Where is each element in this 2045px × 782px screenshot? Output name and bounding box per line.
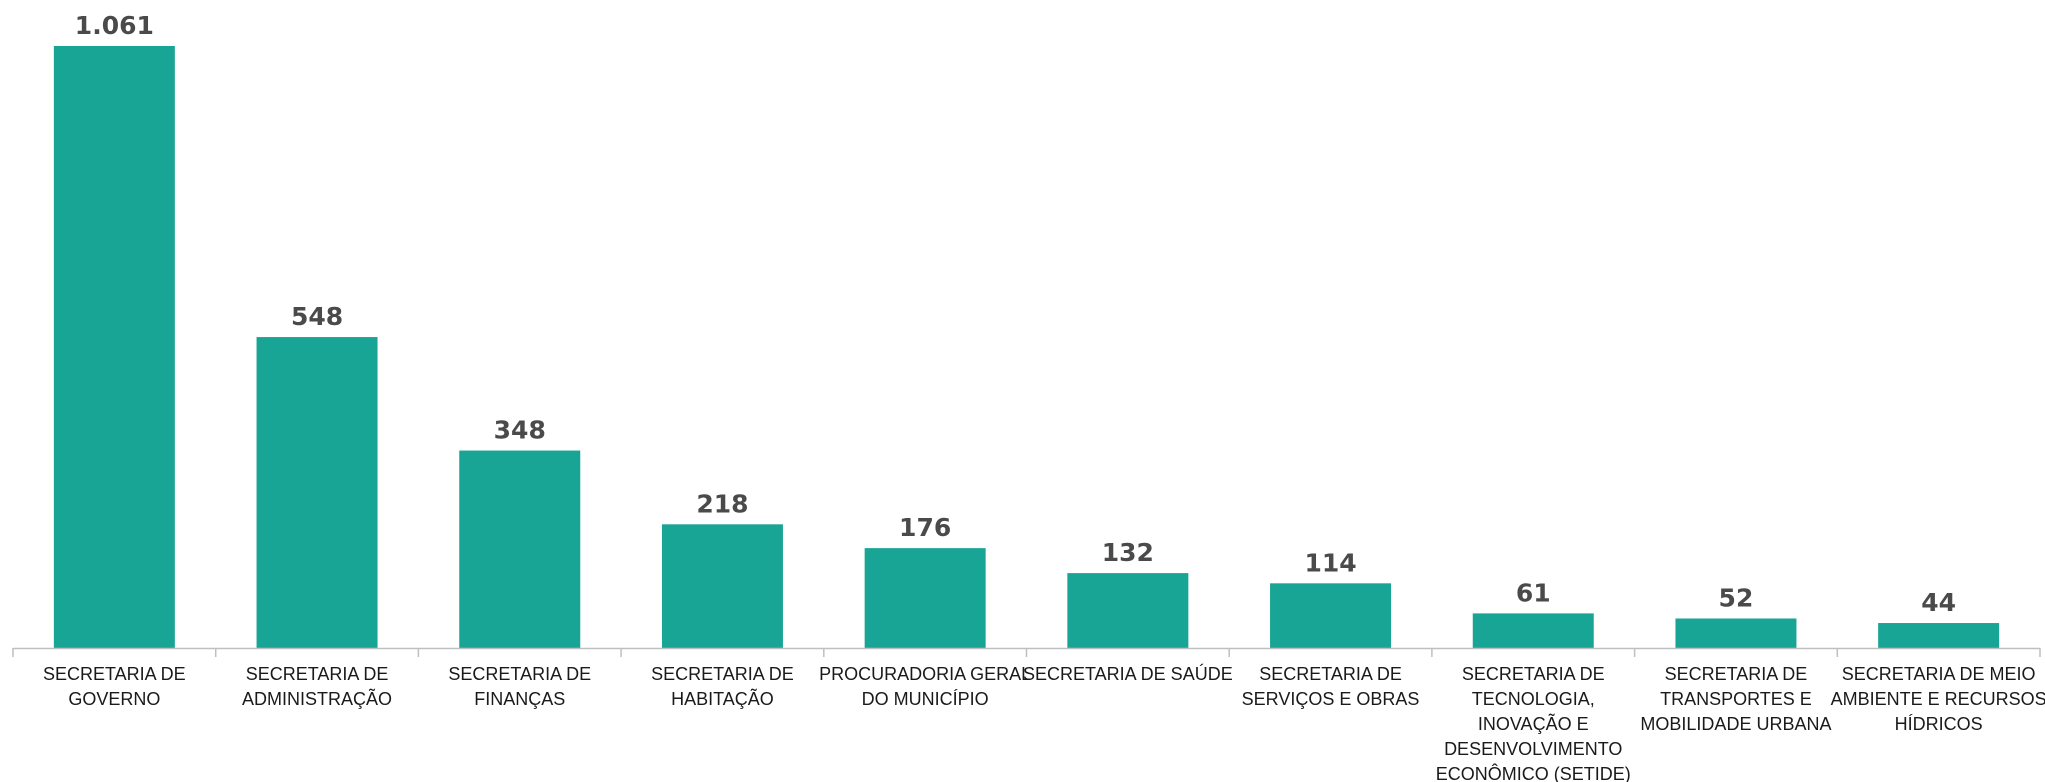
category-label-line: ECONÔMICO (SETIDE) bbox=[1436, 763, 1631, 782]
category-label-line: GOVERNO bbox=[68, 689, 160, 709]
bar-value-label: 548 bbox=[291, 302, 343, 331]
bar-value-label: 1.061 bbox=[75, 11, 154, 40]
category-label-line: FINANÇAS bbox=[474, 689, 565, 709]
category-label-line: SECRETARIA DE bbox=[1462, 664, 1605, 684]
bar bbox=[256, 337, 378, 648]
category-label-line: MOBILIDADE URBANA bbox=[1640, 714, 1831, 734]
bar bbox=[661, 524, 783, 648]
bar bbox=[53, 46, 175, 648]
category-label-line: HABITAÇÃO bbox=[671, 688, 774, 709]
bar bbox=[1675, 618, 1797, 648]
category-label-line: TECNOLOGIA, bbox=[1472, 689, 1595, 709]
category-label-line: INOVAÇÃO E bbox=[1478, 713, 1589, 734]
bar-value-label: 114 bbox=[1304, 548, 1356, 577]
bar-value-label: 132 bbox=[1102, 538, 1154, 567]
category-label: PROCURADORIA GERAL DO MUNICÍPIO bbox=[819, 664, 1031, 709]
bar bbox=[1878, 623, 2000, 648]
bar bbox=[864, 548, 986, 648]
category-label-line: SECRETARIA DE bbox=[246, 664, 389, 684]
category-label: SECRETARIA DE HABITAÇÃO bbox=[651, 664, 794, 709]
bar-value-label: 44 bbox=[1921, 588, 1956, 617]
bar-value-label: 61 bbox=[1516, 578, 1551, 607]
category-label-line: PROCURADORIA GERAL bbox=[819, 664, 1031, 684]
category-label-line: SECRETARIA DE bbox=[1665, 664, 1808, 684]
bar-value-label: 218 bbox=[696, 489, 748, 518]
bar bbox=[459, 450, 581, 648]
category-label: SECRETARIA DE MEIO AMBIENTE E RECURSOS HÍD… bbox=[1831, 664, 2045, 734]
x-axis bbox=[12, 647, 2041, 657]
category-label: SECRETARIA DE SAÚDE bbox=[1023, 663, 1233, 684]
category-label-line: ADMINISTRAÇÃO bbox=[242, 688, 392, 709]
bar-value-label: 52 bbox=[1719, 583, 1754, 612]
category-label: SECRETARIA DE SERVIÇOS E OBRAS bbox=[1242, 664, 1420, 709]
bar bbox=[1270, 583, 1392, 648]
category-label-line: SECRETARIA DE SAÚDE bbox=[1023, 663, 1233, 684]
bar-value-label: 348 bbox=[494, 416, 546, 445]
category-label-line: SECRETARIA DE bbox=[651, 664, 794, 684]
category-label-line: SECRETARIA DE bbox=[1259, 664, 1402, 684]
category-label-line: DESENVOLVIMENTO bbox=[1444, 739, 1622, 759]
category-label: SECRETARIA DE TECNOLOGIA, INOVAÇÃO E DESENV… bbox=[1436, 664, 1631, 782]
category-label-line: AMBIENTE E RECURSOS bbox=[1831, 689, 2045, 709]
category-labels-group: SECRETARIA DE GOVERNO SECRETARIA DE ADMINIS… bbox=[43, 663, 2045, 782]
category-label-line: SECRETARIA DE MEIO bbox=[1842, 664, 2036, 684]
category-label: SECRETARIA DE TRANSPORTES E MOBILIDADE URB… bbox=[1640, 664, 1831, 734]
category-label-line: SECRETARIA DE bbox=[448, 664, 591, 684]
value-labels-group: 1.061 548 348 218 176 132 114 61 52 44 bbox=[75, 11, 1956, 617]
bar-value-label: 176 bbox=[899, 513, 951, 542]
category-label-line: HÍDRICOS bbox=[1895, 714, 1983, 734]
category-label: SECRETARIA DE ADMINISTRAÇÃO bbox=[242, 664, 392, 709]
bar bbox=[1067, 573, 1189, 648]
category-label-line: DO MUNICÍPIO bbox=[862, 689, 989, 709]
category-label: SECRETARIA DE GOVERNO bbox=[43, 664, 186, 709]
bars-group bbox=[53, 46, 2000, 648]
category-label: SECRETARIA DE FINANÇAS bbox=[448, 664, 591, 709]
category-label-line: SECRETARIA DE bbox=[43, 664, 186, 684]
bar bbox=[1472, 613, 1594, 648]
category-label-line: SERVIÇOS E OBRAS bbox=[1242, 689, 1420, 709]
category-label-line: TRANSPORTES E bbox=[1660, 689, 1812, 709]
